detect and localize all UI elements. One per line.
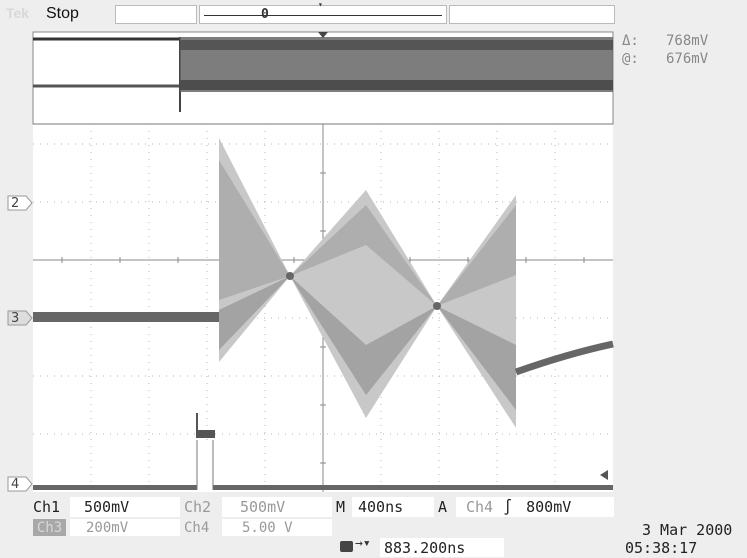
ch3-scale[interactable]: 200mV (70, 519, 180, 536)
cursor-delta-label: Δ: (622, 33, 639, 49)
top-field-right (449, 5, 615, 24)
ch1-label[interactable]: Ch1 (33, 498, 61, 516)
ch4-scale[interactable]: 5.00 V (222, 519, 332, 536)
cursor-at-label: @: (622, 51, 639, 67)
record-position-marker[interactable]: 0 (261, 7, 269, 22)
ch2-label[interactable]: Ch2 (184, 498, 212, 516)
cursor-at-value: 676mV (666, 51, 709, 67)
trigger-level: 800mV (526, 498, 572, 516)
top-field-left (115, 5, 197, 24)
ch4-label[interactable]: Ch4 (184, 519, 210, 536)
zoom-traces (33, 32, 613, 112)
ch2-marker[interactable]: 2 (11, 196, 20, 211)
trigger-source: Ch4 (466, 498, 494, 516)
trigger-label[interactable]: A (438, 498, 448, 516)
cursor-delta-value: 768mV (666, 33, 709, 49)
record-view-bar[interactable]: ▾ 0 (199, 0, 447, 24)
brand-logo: Tek (6, 5, 30, 21)
trigger-arrow-icon: →▾ (355, 536, 371, 551)
ch4-marker[interactable]: 4 (11, 477, 20, 492)
date-display: 3 Mar 2000 (642, 521, 733, 539)
ch4-trace (33, 413, 613, 492)
trigger-slope-icon: ∫ (503, 498, 513, 516)
main-trace (33, 138, 614, 428)
run-state-label[interactable]: Stop (46, 5, 79, 22)
ch2-scale[interactable]: 500mV (222, 497, 332, 517)
ch1-scale[interactable]: 500mV (70, 497, 180, 517)
ch3-label[interactable]: Ch3 (33, 519, 66, 536)
trigger-settings[interactable]: Ch4 ∫ 800mV (456, 497, 614, 517)
ch3-marker[interactable]: 3 (11, 311, 20, 326)
timebase-value[interactable]: 400ns (352, 497, 434, 517)
time-display: 05:38:17 (625, 539, 698, 557)
trigger-level-icon (600, 470, 608, 480)
timebase-label[interactable]: M (336, 498, 346, 516)
trigger-position-value[interactable]: 883.200ns (380, 538, 504, 557)
channel-tabs (7, 195, 33, 492)
trigger-position-icon (340, 541, 353, 552)
record-trigger-marker-icon: ▾ (318, 0, 323, 9)
record-view-line (204, 15, 442, 16)
